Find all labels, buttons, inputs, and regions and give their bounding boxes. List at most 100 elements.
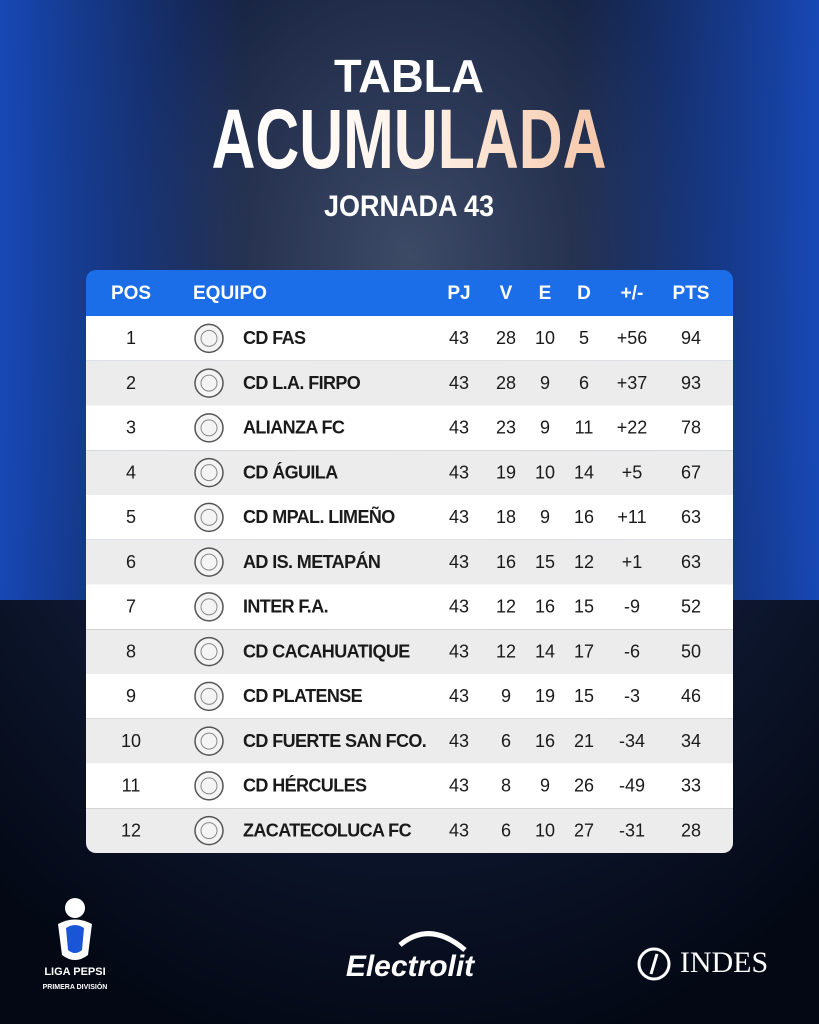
cell: +22 xyxy=(617,418,648,438)
cell: 6 xyxy=(501,820,511,840)
subtitle: JORNADA 43 xyxy=(324,190,494,223)
division-name: PRIMERA DIVISIÓN xyxy=(43,982,108,991)
team-logo xyxy=(194,681,224,712)
cell: 9 xyxy=(540,373,550,393)
cell: 17 xyxy=(574,641,594,661)
table-row xyxy=(86,495,733,540)
cell: 9 xyxy=(126,686,136,706)
cell: 43 xyxy=(449,462,469,482)
team-logo-inner xyxy=(200,374,218,392)
column-header: V xyxy=(500,283,513,304)
team-logo-inner xyxy=(200,598,218,616)
team-logo xyxy=(194,457,224,488)
team-logo xyxy=(194,726,224,756)
cell: 50 xyxy=(681,641,701,661)
team-logo xyxy=(194,368,224,398)
cell: 9 xyxy=(540,418,550,438)
cell: 43 xyxy=(449,731,469,751)
cell: 15 xyxy=(574,686,594,706)
cell: 5 xyxy=(126,507,136,527)
team-name: CD HÉRCULES xyxy=(243,775,367,796)
column-header: E xyxy=(539,283,552,304)
cell: 10 xyxy=(535,820,555,840)
table-row xyxy=(86,674,733,719)
cell: 16 xyxy=(496,552,516,572)
cell: +11 xyxy=(617,507,646,527)
partner: INDES xyxy=(680,946,768,979)
team-name: CD MPAL. LIMEÑO xyxy=(243,506,395,527)
team-name: AD IS. METAPÁN xyxy=(243,551,380,572)
table-row xyxy=(86,629,733,674)
header-row xyxy=(86,270,733,316)
cell: 94 xyxy=(681,328,701,348)
cell: 93 xyxy=(681,373,701,393)
team-logo xyxy=(194,815,224,846)
cell: 14 xyxy=(574,462,594,482)
cell: -49 xyxy=(619,776,645,796)
team-logo xyxy=(194,771,224,801)
column-header: EQUIPO xyxy=(193,283,267,304)
table-row xyxy=(86,405,733,451)
team-logo-inner xyxy=(200,643,218,661)
team-logo-inner xyxy=(200,687,218,705)
cell: +37 xyxy=(617,373,648,393)
team-logo-inner xyxy=(200,777,218,795)
cell: 12 xyxy=(574,552,594,572)
cell: 43 xyxy=(449,776,469,796)
cell: 6 xyxy=(126,552,136,572)
cell: 1 xyxy=(126,328,136,348)
cell: 46 xyxy=(681,686,701,706)
cell: 63 xyxy=(681,552,701,572)
cell: 15 xyxy=(535,552,555,572)
partner-icon xyxy=(637,947,671,981)
team-name: CD PLATENSE xyxy=(243,686,363,706)
team-logo-inner xyxy=(200,419,218,437)
cell: 28 xyxy=(496,328,516,348)
cell: +1 xyxy=(622,552,643,572)
cell: 11 xyxy=(122,776,141,796)
table-row xyxy=(86,360,733,406)
cell: 63 xyxy=(681,507,701,527)
team-logo-inner xyxy=(200,822,218,840)
cell: 8 xyxy=(501,776,511,796)
column-header: D xyxy=(577,283,591,304)
column-header: +/- xyxy=(621,283,644,304)
cell: 33 xyxy=(681,776,701,796)
cell: 19 xyxy=(535,686,555,706)
cell: 67 xyxy=(681,462,701,482)
cell: 2 xyxy=(126,373,136,393)
cell: 16 xyxy=(535,731,555,751)
cell: -9 xyxy=(624,597,640,617)
cell: -3 xyxy=(624,686,640,706)
team-name: CD FAS xyxy=(243,328,306,348)
league-name: LIGA PEPSI xyxy=(44,966,105,978)
team-logo xyxy=(194,547,224,577)
column-header: PJ xyxy=(447,283,470,304)
cell: 10 xyxy=(121,731,141,751)
team-name: INTER F.A. xyxy=(243,597,328,617)
cell: 43 xyxy=(449,418,469,438)
cell: 6 xyxy=(579,373,589,393)
cell: 43 xyxy=(449,686,469,706)
table-row xyxy=(86,763,733,809)
cell: 3 xyxy=(126,418,136,438)
cell: 43 xyxy=(449,641,469,661)
cell: 23 xyxy=(496,418,516,438)
table-row xyxy=(86,808,733,853)
cell: 10 xyxy=(535,462,555,482)
cell: 43 xyxy=(449,328,469,348)
table-row xyxy=(86,316,733,361)
cell: 27 xyxy=(574,820,594,840)
team-logo-inner xyxy=(200,553,218,571)
team-name: CD L.A. FIRPO xyxy=(243,373,361,393)
title-line1: TABLA xyxy=(334,50,484,102)
cell: 11 xyxy=(575,418,594,438)
cell: 7 xyxy=(126,597,136,617)
cell: 43 xyxy=(449,507,469,527)
sponsor-swoosh xyxy=(398,931,467,952)
cell: 16 xyxy=(574,507,594,527)
